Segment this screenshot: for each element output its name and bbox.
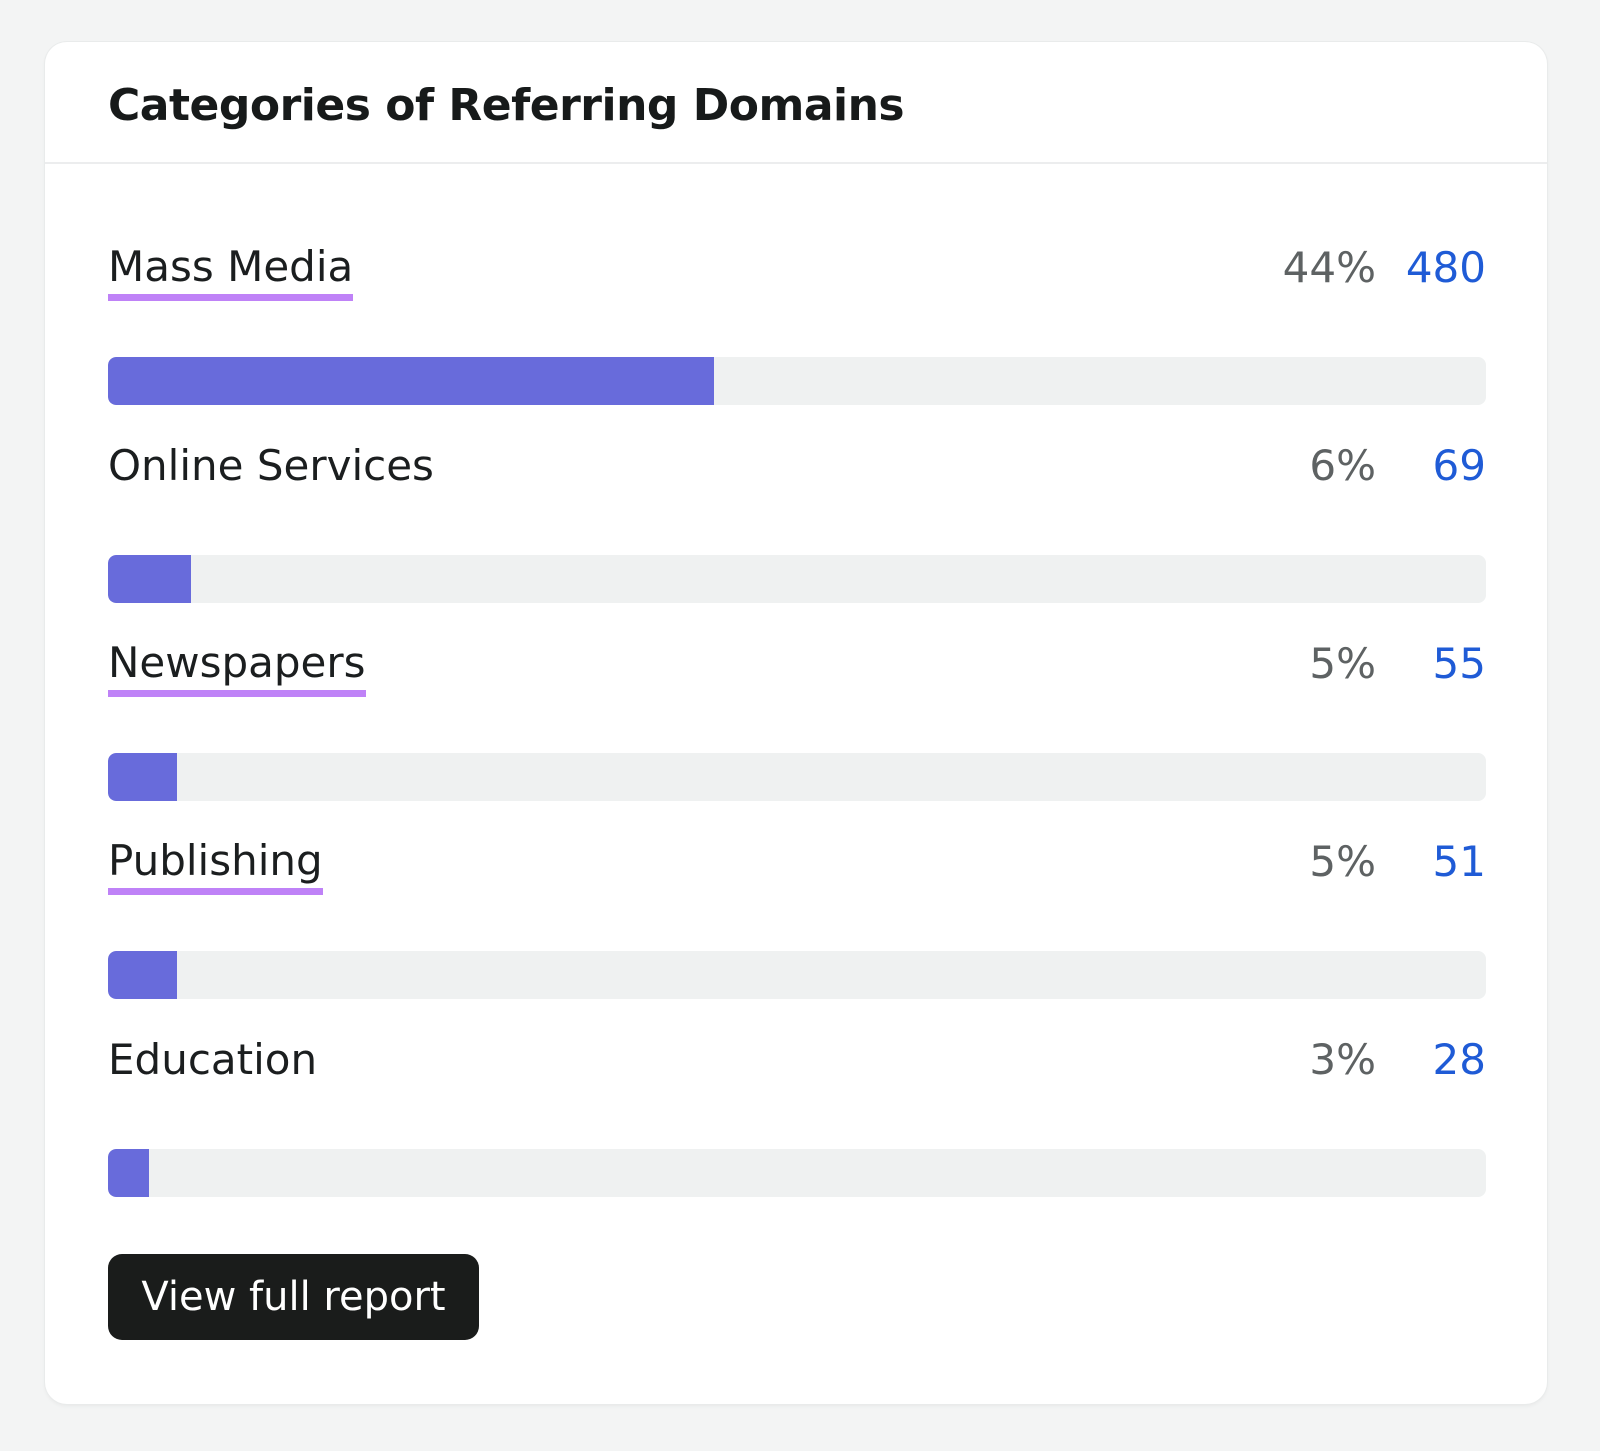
category-row: Education 3% 28 <box>108 1032 1486 1230</box>
category-count[interactable]: 55 <box>1432 639 1486 688</box>
category-row: Mass Media 44% 480 <box>108 240 1486 438</box>
category-bar-fill <box>108 1149 150 1197</box>
category-bar-track <box>108 357 1486 405</box>
category-bar-track <box>108 753 1486 801</box>
category-bar-track <box>108 951 1486 999</box>
view-full-report-button[interactable]: View full report <box>108 1254 479 1340</box>
category-percent: 5% <box>1309 837 1376 886</box>
category-bar-fill <box>108 753 177 801</box>
category-percent: 5% <box>1309 639 1376 688</box>
card-header: Categories of Referring Domains <box>45 42 1547 164</box>
category-percent: 3% <box>1309 1035 1376 1084</box>
category-label[interactable]: Newspapers <box>108 636 366 697</box>
category-label[interactable]: Mass Media <box>108 240 354 301</box>
category-bar-fill <box>108 951 177 999</box>
category-bar-track <box>108 1149 1486 1197</box>
category-count[interactable]: 51 <box>1432 837 1486 886</box>
category-bar-track <box>108 555 1486 603</box>
category-count[interactable]: 480 <box>1405 243 1486 292</box>
referring-domains-card: Categories of Referring Domains Mass Med… <box>45 42 1547 1404</box>
category-row: Publishing 5% 51 <box>108 834 1486 1032</box>
category-label: Online Services <box>108 441 434 490</box>
category-bar-fill <box>108 357 715 405</box>
category-bar-fill <box>108 555 191 603</box>
category-label: Education <box>108 1035 318 1084</box>
category-row: Online Services 6% 69 <box>108 438 1486 636</box>
category-count[interactable]: 69 <box>1432 441 1486 490</box>
category-row: Newspapers 5% 55 <box>108 636 1486 834</box>
category-percent: 44% <box>1282 243 1376 292</box>
category-list: Mass Media 44% 480 Online Services 6% 69… <box>108 240 1486 1230</box>
card-title: Categories of Referring Domains <box>108 79 905 131</box>
category-count[interactable]: 28 <box>1432 1035 1486 1084</box>
category-percent: 6% <box>1309 441 1376 490</box>
category-label[interactable]: Publishing <box>108 834 323 895</box>
